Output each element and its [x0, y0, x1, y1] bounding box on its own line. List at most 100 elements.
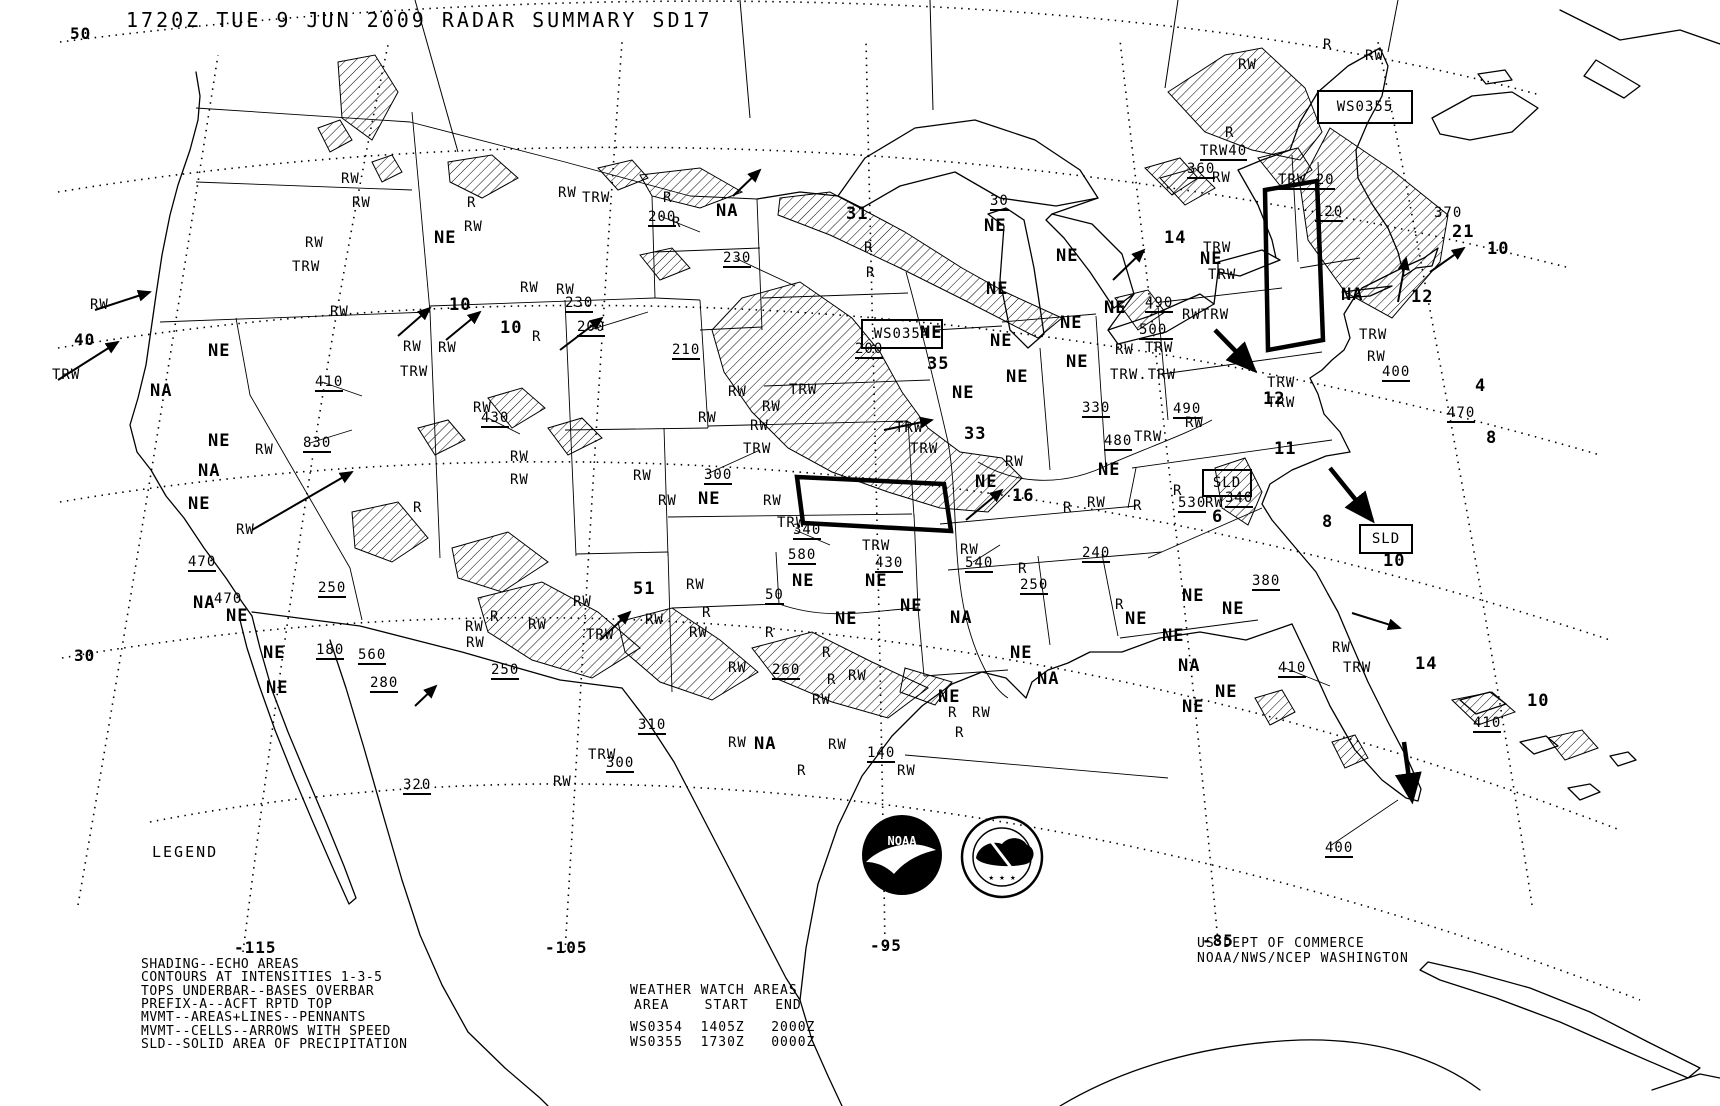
map-label: RW [352, 195, 371, 211]
map-label: 12 [1263, 389, 1286, 409]
echo-hatch-layer [317, 47, 1599, 769]
map-label: 230 [723, 250, 752, 268]
map-label: 470 [214, 591, 243, 607]
map-label: RW [553, 774, 572, 790]
map-label: RW [633, 468, 652, 484]
map-label: RW [1332, 640, 1351, 656]
map-label: RW [1087, 495, 1106, 511]
watch-table-heading: WEATHER WATCH AREAS [630, 983, 798, 998]
map-label: TRW [1343, 660, 1372, 676]
longitude-label: -85 [1202, 931, 1234, 950]
map-label: NE [263, 643, 286, 663]
map-label: NA [716, 201, 739, 221]
map-label: NA [1178, 656, 1201, 676]
latitude-label: 30 [74, 646, 96, 665]
map-label: NE [1098, 460, 1121, 480]
map-label: TRW [1208, 267, 1237, 283]
map-label: 12 [1411, 287, 1434, 307]
map-label: NE [1215, 682, 1238, 702]
map-label: 400 [1382, 364, 1411, 382]
map-label: R [672, 215, 682, 231]
map-label: RW [90, 297, 109, 313]
map-label: 6 [1212, 507, 1224, 527]
map-label: RW [750, 418, 769, 434]
map-label: 21 [1452, 222, 1475, 242]
noaa-logo: NOAA [862, 815, 942, 895]
map-label: 300 [704, 467, 733, 485]
map-label: NE [1222, 599, 1245, 619]
map-label: RW [1205, 495, 1224, 511]
map-label: 360 [1187, 161, 1216, 179]
map-label: 16 [1012, 486, 1035, 506]
map-label: 430 [481, 410, 510, 428]
map-label: R [663, 190, 673, 206]
latitude-label: 40 [74, 330, 96, 349]
map-label: RW [728, 660, 747, 676]
map-label: 580 [788, 547, 817, 565]
agency-line-2: NOAA/NWS/NCEP WASHINGTON [1197, 951, 1409, 966]
map-label: NE [208, 431, 231, 451]
map-label: 430 [875, 555, 904, 573]
map-label: NE [266, 678, 289, 698]
map-label: NE [975, 472, 998, 492]
map-label: NE [900, 596, 923, 616]
map-label: NE [1056, 246, 1079, 266]
map-label: RW [812, 692, 831, 708]
map-label: TRW [743, 441, 772, 457]
map-label: 310 [638, 717, 667, 735]
page-title: 1720Z TUE 9 JUN 2009 RADAR SUMMARY SD17 [126, 8, 713, 32]
map-label: NA [150, 381, 173, 401]
map-label: R [866, 265, 876, 281]
map-label: 250 [491, 662, 520, 680]
watch-table-column-header: AREA START END [634, 998, 802, 1013]
map-label: 530 [1178, 495, 1207, 513]
map-label: 340 [1225, 490, 1254, 508]
map-label: 490 [1145, 295, 1174, 313]
map-label: 480 [1104, 433, 1133, 451]
legend-line: MVMT--AREAS+LINES--PENNANTS [141, 1010, 366, 1026]
map-label: NA [754, 734, 777, 754]
map-label: RW [438, 340, 457, 356]
map-label: 250 [318, 580, 347, 598]
map-label: NE [952, 383, 975, 403]
map-label: NE [938, 687, 961, 707]
map-label: R [765, 625, 775, 641]
map-label: NE [986, 279, 1009, 299]
nws-logo: ★ ★ ★ [960, 815, 1044, 899]
map-label: R [1063, 500, 1073, 516]
watch-id-box: SLD [1359, 524, 1413, 554]
map-label: RW [255, 442, 274, 458]
map-label: 10 [1487, 239, 1510, 259]
map-label: R [1173, 483, 1183, 499]
legend-heading: LEGEND [152, 843, 219, 861]
nws-logo-stars: ★ ★ ★ [988, 873, 1016, 883]
map-label: 230 [565, 295, 594, 313]
map-label: TRW40 [1200, 143, 1248, 161]
map-label: RW [510, 472, 529, 488]
watch-outline-watch-ne [1262, 178, 1326, 353]
map-label: R [1133, 498, 1143, 514]
map-label: NE [1104, 298, 1127, 318]
movement-arrows-layer [57, 168, 1466, 847]
map-label: 8 [1486, 428, 1498, 448]
map-label: RW [573, 594, 592, 610]
map-label: NE [434, 228, 457, 248]
map-label: R [413, 500, 423, 516]
map-label: TRW [1203, 240, 1232, 256]
map-label: 210 [672, 342, 701, 360]
map-label: 560 [358, 647, 387, 665]
map-label: NE [835, 609, 858, 629]
map-label: 320 [403, 777, 432, 795]
map-label: RW [698, 410, 717, 426]
watch-outline-layer [794, 178, 1326, 534]
map-label: 31 [846, 204, 869, 224]
map-label: 240 [1082, 545, 1111, 563]
map-label: RW [1115, 342, 1134, 358]
map-label: R [702, 605, 712, 621]
map-label: RW [1212, 170, 1231, 186]
map-label: NE [1060, 313, 1083, 333]
map-label: 340 [793, 522, 822, 540]
map-label: NE [984, 216, 1007, 236]
